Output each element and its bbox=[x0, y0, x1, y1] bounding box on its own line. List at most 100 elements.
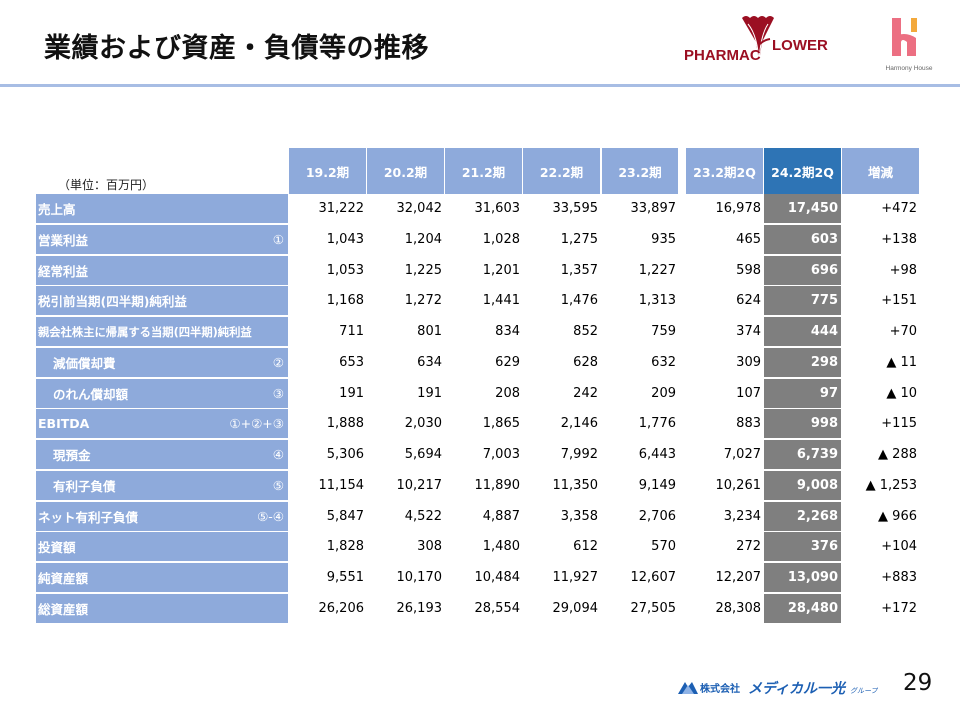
row-label: 税引前当期(四半期)純利益 bbox=[36, 286, 288, 316]
value-cell: 7,992 bbox=[560, 447, 598, 463]
page-number: 29 bbox=[903, 670, 933, 696]
change-cell: +151 bbox=[881, 293, 917, 309]
value-cell: 10,484 bbox=[474, 570, 521, 586]
svg-text:Harmony House: Harmony House bbox=[886, 65, 933, 72]
table-row: 投資額 1,828 308 1,480 612 570 272 376 +104 bbox=[36, 532, 919, 563]
value-cell: 1,828 bbox=[326, 539, 364, 555]
value-cell: 1,225 bbox=[404, 262, 442, 278]
svg-text:PHARMAC: PHARMAC bbox=[684, 47, 761, 64]
value-cell: 1,313 bbox=[638, 293, 676, 309]
value-cell: 11,154 bbox=[318, 477, 365, 493]
value-cell: 31,603 bbox=[474, 201, 521, 217]
footer-company-logo: 株式会社 メディカル一光 グループ bbox=[678, 680, 878, 697]
value-cell: 5,306 bbox=[326, 447, 364, 463]
value-cell: 1,888 bbox=[326, 416, 364, 432]
table-row: のれん償却額 ③ 191 191 208 242 209 107 97 ▲ 10 bbox=[36, 378, 919, 410]
value-cell: 1,227 bbox=[638, 262, 676, 278]
value-cell: 628 bbox=[573, 354, 598, 370]
value-cell: 1,028 bbox=[482, 231, 520, 247]
change-cell: +472 bbox=[881, 201, 917, 217]
value-cell: 17,450 bbox=[764, 194, 841, 224]
formula-mark: ①+②+③ bbox=[229, 416, 284, 432]
svg-text:LOWER: LOWER bbox=[772, 37, 828, 54]
value-cell: 634 bbox=[417, 354, 442, 370]
value-cell: 9,551 bbox=[326, 570, 364, 586]
row-label-text: 現預金 bbox=[53, 448, 91, 464]
table-row: ネット有利子負債 ⑤-④ 5,847 4,522 4,887 3,358 2,706 3,23… bbox=[36, 501, 919, 533]
value-cell: 12,607 bbox=[630, 570, 677, 586]
value-cell: 612 bbox=[573, 539, 598, 555]
row-label-text: 親会社株主に帰属する当期(四半期)純利益 bbox=[38, 325, 252, 339]
svg-text:グループ: グループ bbox=[850, 687, 878, 695]
value-cell: 1,043 bbox=[326, 231, 364, 247]
value-cell: 1,357 bbox=[560, 262, 598, 278]
value-cell: 711 bbox=[339, 324, 364, 340]
value-cell: 191 bbox=[417, 385, 442, 401]
formula-mark: ③ bbox=[272, 385, 284, 401]
row-label: のれん償却額 ③ bbox=[36, 378, 288, 408]
row-label: 減価償却費 ② bbox=[36, 347, 288, 377]
change-cell: +104 bbox=[881, 539, 917, 555]
value-cell: 5,847 bbox=[326, 508, 364, 524]
value-cell: 298 bbox=[764, 347, 841, 377]
change-cell: +138 bbox=[881, 231, 917, 247]
change-cell: ▲ 10 bbox=[886, 385, 917, 401]
value-cell: 12,207 bbox=[715, 570, 762, 586]
value-cell: 1,053 bbox=[326, 262, 364, 278]
change-cell: +172 bbox=[881, 600, 917, 616]
value-cell: 11,927 bbox=[552, 570, 599, 586]
value-cell: 242 bbox=[573, 385, 598, 401]
value-cell: 33,595 bbox=[552, 201, 599, 217]
column-header: 23.2期2Q bbox=[686, 148, 763, 194]
value-cell: 2,146 bbox=[560, 416, 598, 432]
svg-text:株式会社: 株式会社 bbox=[700, 682, 740, 695]
value-cell: 598 bbox=[736, 262, 761, 278]
value-cell: 696 bbox=[764, 255, 841, 285]
value-cell: 883 bbox=[736, 416, 761, 432]
row-label: EBITDA ①+②+③ bbox=[36, 409, 288, 439]
value-cell: 97 bbox=[764, 378, 841, 408]
column-header: 23.2期 bbox=[602, 148, 678, 194]
value-cell: 33,897 bbox=[630, 201, 677, 217]
formula-mark: ① bbox=[272, 231, 284, 247]
value-cell: 28,554 bbox=[474, 600, 521, 616]
row-label: 投資額 bbox=[36, 532, 288, 562]
value-cell: 4,522 bbox=[404, 508, 442, 524]
value-cell: 29,094 bbox=[552, 600, 599, 616]
value-cell: 570 bbox=[651, 539, 676, 555]
value-cell: 834 bbox=[495, 324, 520, 340]
row-label: 売上高 bbox=[36, 194, 288, 224]
value-cell: 1,272 bbox=[404, 293, 442, 309]
table-row: 親会社株主に帰属する当期(四半期)純利益 711 801 834 852 759 374 44… bbox=[36, 317, 919, 348]
column-header: 22.2期 bbox=[523, 148, 600, 194]
value-cell: 852 bbox=[573, 324, 598, 340]
row-label: 経常利益 bbox=[36, 255, 288, 285]
value-cell: 629 bbox=[495, 354, 520, 370]
value-cell: 1,201 bbox=[482, 262, 520, 278]
value-cell: 624 bbox=[736, 293, 761, 309]
value-cell: 272 bbox=[736, 539, 761, 555]
value-cell: 376 bbox=[764, 532, 841, 562]
value-cell: 27,505 bbox=[630, 600, 677, 616]
value-cell: 653 bbox=[339, 354, 364, 370]
row-label-text: のれん償却額 bbox=[53, 386, 129, 402]
value-cell: 9,149 bbox=[638, 477, 676, 493]
value-cell: 31,222 bbox=[318, 201, 365, 217]
row-label-text: 有利子負債 bbox=[53, 478, 116, 494]
value-cell: 1,204 bbox=[404, 231, 442, 247]
change-cell: ▲ 1,253 bbox=[865, 477, 917, 493]
table-row: EBITDA ①+②+③ 1,888 2,030 1,865 2,146 1,776 883 9… bbox=[36, 409, 919, 440]
value-cell: 6,443 bbox=[638, 447, 676, 463]
change-cell: +115 bbox=[881, 416, 917, 432]
table-row: 税引前当期(四半期)純利益 1,168 1,272 1,441 1,476 1,313 62… bbox=[36, 286, 919, 317]
value-cell: 1,476 bbox=[560, 293, 598, 309]
value-cell: 998 bbox=[764, 409, 841, 439]
value-cell: 1,441 bbox=[482, 293, 520, 309]
value-cell: 32,042 bbox=[396, 201, 443, 217]
row-label-text: 減価償却費 bbox=[53, 355, 116, 371]
value-cell: 11,350 bbox=[552, 477, 599, 493]
row-label: 総資産額 bbox=[36, 593, 288, 623]
row-label: 親会社株主に帰属する当期(四半期)純利益 bbox=[36, 317, 288, 347]
row-label-text: ネット有利子負債 bbox=[38, 509, 139, 525]
value-cell: 632 bbox=[651, 354, 676, 370]
